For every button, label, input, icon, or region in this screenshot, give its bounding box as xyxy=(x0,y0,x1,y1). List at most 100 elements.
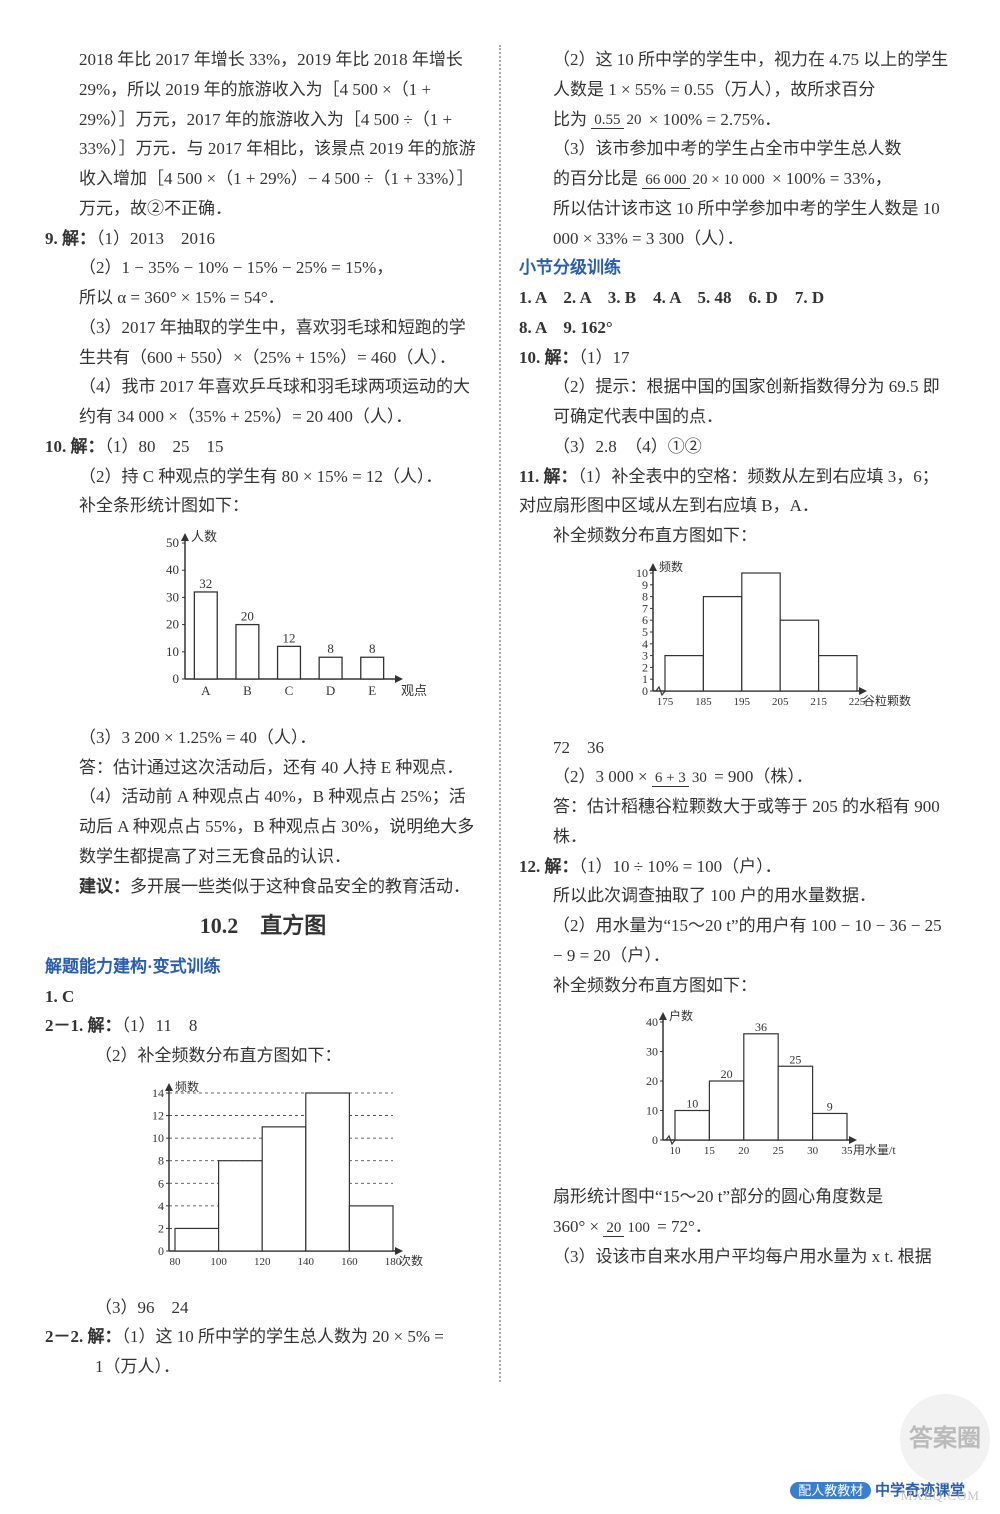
q10-3b: 答：估计通过这次活动后，还有 40 人持 E 种观点． xyxy=(45,753,481,783)
svg-text:D: D xyxy=(326,683,335,698)
svg-text:8: 8 xyxy=(158,1153,164,1167)
svg-text:140: 140 xyxy=(298,1256,315,1268)
svg-text:观点: 观点 xyxy=(401,683,427,698)
svg-text:160: 160 xyxy=(341,1256,358,1268)
fraction: 66 00020 × 10 000 xyxy=(642,172,767,189)
svg-text:次数: 次数 xyxy=(399,1253,423,1268)
q9-2b: 所以 α = 360° × 15% = 54°． xyxy=(45,283,481,313)
svg-text:10: 10 xyxy=(646,1104,658,1118)
svg-text:人数: 人数 xyxy=(191,529,217,544)
q10r-2: （2）提示：根据中国的国家创新指数得分为 69.5 即可确定代表中国的点． xyxy=(519,372,955,432)
histogram-4: 010203040102036259101520253035户数用水量/t xyxy=(579,1006,955,1176)
fraction: 6 + 330 xyxy=(652,770,710,787)
histogram-3: 012345678910175185195205215225频数谷粒颗数 xyxy=(579,557,955,727)
r2c: 所以估计该市这 10 所中学参加中考的学生人数是 10 000 × 33% = … xyxy=(519,194,955,254)
q12-1b: 所以此次调查抽取了 100 户的用水量数据． xyxy=(519,881,955,911)
section-title: 10.2 直方图 xyxy=(45,907,481,946)
svg-text:频数: 频数 xyxy=(175,1079,199,1094)
q10-2b: 补全条形统计图如下： xyxy=(45,491,481,521)
svg-text:30: 30 xyxy=(807,1145,819,1157)
q12-2b: 补全频数分布直方图如下： xyxy=(519,971,955,1001)
svg-text:12: 12 xyxy=(152,1108,164,1122)
q9-4: （4）我市 2017 年喜欢乒乓球和羽毛球两项运动的大约有 34 000 ×（3… xyxy=(45,372,481,432)
svg-text:215: 215 xyxy=(810,696,827,708)
svg-text:9: 9 xyxy=(827,1100,833,1114)
svg-text:户数: 户数 xyxy=(669,1008,693,1023)
svg-text:C: C xyxy=(285,683,294,698)
svg-text:20: 20 xyxy=(721,1067,733,1081)
q11: 11. 解：（1）补全表中的空格：频数从左到右应填 3，6；对应扇形图中区域从左… xyxy=(519,462,955,522)
q2-1-2: （2）补全频数分布直方图如下： xyxy=(45,1041,481,1071)
svg-text:10: 10 xyxy=(686,1097,698,1111)
page: 2018 年比 2017 年增长 33%，2019 年比 2018 年增长 29… xyxy=(0,0,1000,1402)
left-column: 2018 年比 2017 年增长 33%，2019 年比 2018 年增长 29… xyxy=(35,45,491,1382)
svg-text:10: 10 xyxy=(152,1131,164,1145)
chart2-svg: 0246810121480100120140160180频数次数 xyxy=(133,1077,453,1277)
svg-text:25: 25 xyxy=(789,1053,801,1067)
q2-2b: 1（万人）． xyxy=(45,1352,481,1382)
answers-row1: 1. A 2. A 3. B 4. A 5. 48 6. D 7. D xyxy=(519,283,955,313)
svg-text:20: 20 xyxy=(646,1074,658,1088)
q10-4a: （4）活动前 A 种观点占 40%，B 种观点占 25%；活动后 A 种观点占 … xyxy=(45,782,481,871)
q11-2: （2）3 000 × 6 + 330 = 900（株）． xyxy=(519,762,955,792)
q9-2a: （2）1 − 35% − 10% − 15% − 25% = 15%， xyxy=(45,253,481,283)
r1a: （2）这 10 所中学的学生中，视力在 4.75 以上的学生人数是 1 × 55… xyxy=(519,45,955,105)
svg-text:35: 35 xyxy=(842,1145,854,1157)
svg-text:50: 50 xyxy=(166,535,179,550)
svg-text:100: 100 xyxy=(210,1256,227,1268)
svg-text:120: 120 xyxy=(254,1256,271,1268)
svg-text:0: 0 xyxy=(173,671,180,686)
q9-label: 9. 解： xyxy=(45,229,96,248)
svg-text:A: A xyxy=(201,683,211,698)
svg-text:15: 15 xyxy=(704,1145,716,1157)
answers-row2: 8. A 9. 162° xyxy=(519,313,955,343)
svg-text:0: 0 xyxy=(158,1244,164,1258)
footer-pill: 配人教教材 xyxy=(790,1482,871,1499)
q10: 10. 解：（1）80 25 15 xyxy=(45,432,481,462)
q10-2: （2）持 C 种观点的学生有 80 × 15% = 12（人）． xyxy=(45,462,481,492)
svg-text:10: 10 xyxy=(166,644,179,659)
q10-label: 10. 解： xyxy=(45,437,105,456)
svg-text:40: 40 xyxy=(166,562,179,577)
q2-1: 2－1. 解：（1）11 8 xyxy=(45,1011,481,1041)
svg-text:8: 8 xyxy=(369,641,376,656)
q10r: 10. 解：（1）17 xyxy=(519,343,955,373)
q2-1-3: （3）96 24 xyxy=(45,1293,481,1323)
svg-text:205: 205 xyxy=(772,696,789,708)
bar-chart-1: 0102030405032A20B12C8D8E人数观点 xyxy=(105,527,481,717)
q11-1b: 补全频数分布直方图如下： xyxy=(519,521,955,551)
svg-text:用水量/t: 用水量/t xyxy=(853,1143,896,1157)
histogram-2: 0246810121480100120140160180频数次数 xyxy=(105,1077,481,1287)
svg-text:谷粒颗数: 谷粒颗数 xyxy=(863,693,911,708)
watermark-circle: 答案圈 xyxy=(900,1394,990,1484)
svg-text:30: 30 xyxy=(166,589,179,604)
svg-text:175: 175 xyxy=(657,696,674,708)
svg-text:12: 12 xyxy=(283,630,296,645)
q10r-3: （3）2.8 （4）①② xyxy=(519,432,955,462)
ans-1c: 1. C xyxy=(45,982,481,1012)
q9: 9. 解：（1）2013 2016 xyxy=(45,224,481,254)
q12: 12. 解：（1）10 ÷ 10% = 100（户）． xyxy=(519,852,955,882)
subsection-2: 小节分级训练 xyxy=(519,253,955,283)
svg-text:32: 32 xyxy=(199,576,212,591)
svg-text:195: 195 xyxy=(734,696,751,708)
svg-text:36: 36 xyxy=(755,1020,767,1034)
chart4-svg: 010203040102036259101520253035户数用水量/t xyxy=(627,1006,907,1166)
fraction: 0.5520 xyxy=(591,112,644,129)
subsection-1: 解题能力建构·变式训练 xyxy=(45,952,481,982)
svg-text:20: 20 xyxy=(738,1145,750,1157)
q2-2: 2－2. 解：（1）这 10 所中学的学生总人数为 20 × 5% = xyxy=(45,1322,481,1352)
r2b: 的百分比是 66 00020 × 10 000 × 100% = 33%， xyxy=(519,164,955,194)
svg-text:频数: 频数 xyxy=(659,559,683,574)
chart3-svg: 012345678910175185195205215225频数谷粒颗数 xyxy=(617,557,917,717)
svg-text:14: 14 xyxy=(152,1086,164,1100)
svg-text:6: 6 xyxy=(158,1176,164,1190)
q10-3a: （3）3 200 × 1.25% = 40（人）． xyxy=(45,723,481,753)
right-column: （2）这 10 所中学的学生中，视力在 4.75 以上的学生人数是 1 × 55… xyxy=(509,45,965,1382)
q10-4b: 建议：多开展一些类似于这种食品安全的教育活动． xyxy=(45,872,481,902)
svg-text:30: 30 xyxy=(646,1045,658,1059)
q12-2c: 扇形统计图中“15～20 t”部分的圆心角度数是 xyxy=(519,1182,955,1212)
r1b: 比为 0.5520 × 100% = 2.75%． xyxy=(519,105,955,135)
svg-text:E: E xyxy=(368,683,376,698)
svg-text:4: 4 xyxy=(158,1199,164,1213)
